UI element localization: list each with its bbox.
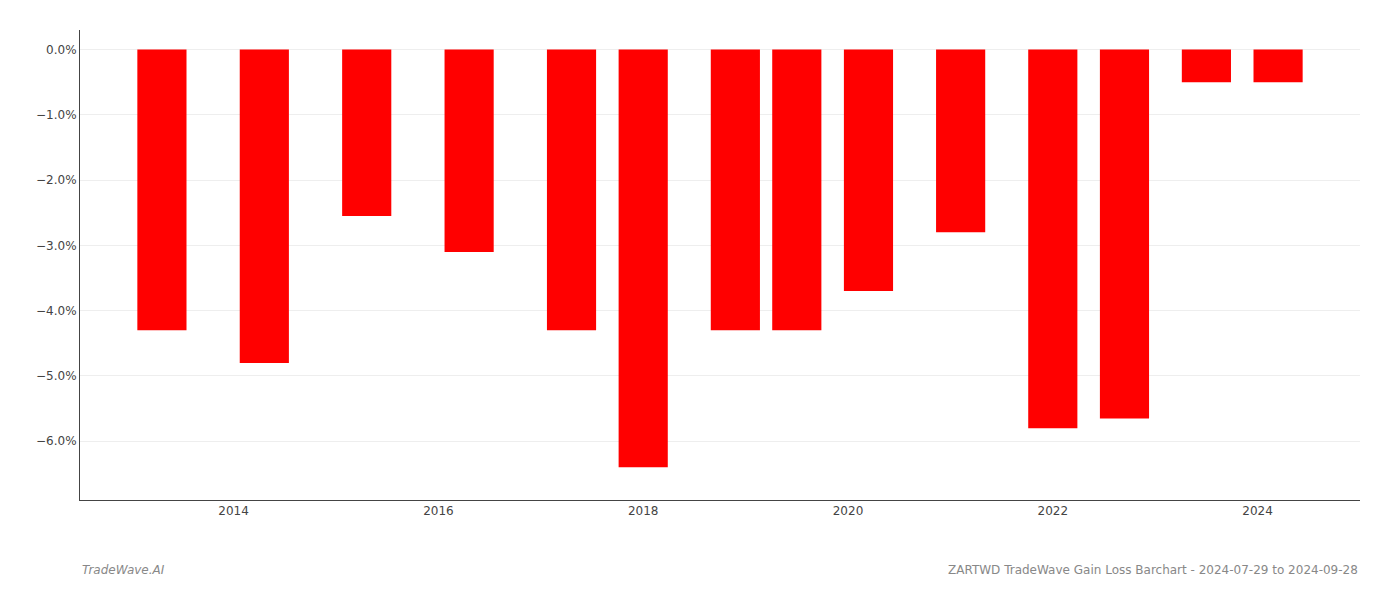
svg-text:TradeWave.AI: TradeWave.AI (82, 563, 165, 577)
svg-text:−5.0%: −5.0% (36, 369, 77, 383)
svg-text:−1.0%: −1.0% (36, 108, 77, 122)
svg-text:−4.0%: −4.0% (36, 304, 77, 318)
svg-text:2024: 2024 (1242, 504, 1273, 518)
svg-text:2018: 2018 (628, 504, 659, 518)
svg-text:2020: 2020 (833, 504, 864, 518)
svg-text:ZARTWD TradeWave Gain Loss Bar: ZARTWD TradeWave Gain Loss Barchart - 20… (948, 563, 1358, 577)
svg-text:2022: 2022 (1038, 504, 1069, 518)
svg-text:0.0%: 0.0% (46, 43, 77, 57)
svg-text:2014: 2014 (218, 504, 249, 518)
svg-text:2016: 2016 (423, 504, 454, 518)
svg-text:−6.0%: −6.0% (36, 434, 77, 448)
svg-text:−2.0%: −2.0% (36, 173, 77, 187)
svg-text:−3.0%: −3.0% (36, 239, 77, 253)
